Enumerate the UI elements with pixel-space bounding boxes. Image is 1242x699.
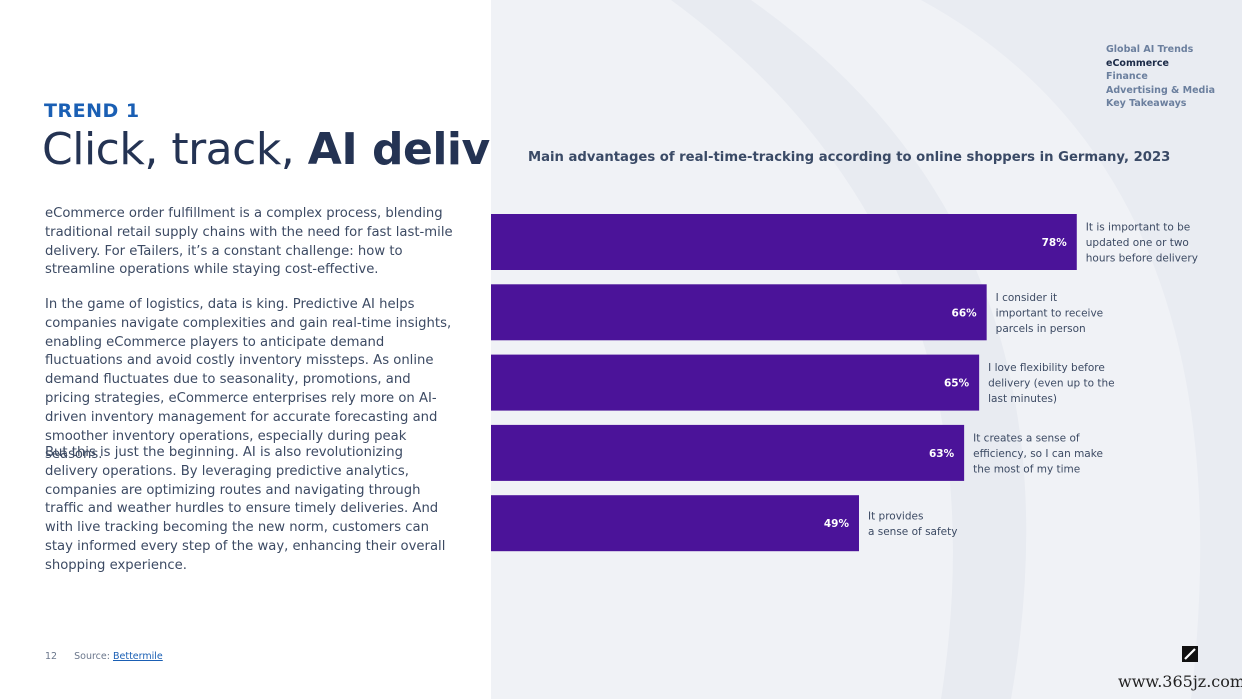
bar-2	[491, 284, 987, 341]
category-label-3: I love flexibility before delivery (even …	[988, 362, 1115, 405]
bar-value-label-1: 78%	[1042, 237, 1068, 249]
bar-5	[491, 495, 859, 552]
category-label-1: It is important to be updated one or two h…	[1086, 222, 1198, 265]
source-link[interactable]: Bettermile	[112, 651, 163, 662]
bar-3	[491, 354, 980, 411]
nav-item-global-ai-trends[interactable]: Global AI Trends	[1106, 44, 1194, 55]
bar-value-label-3: 65%	[944, 378, 970, 390]
page-title: Click, track, AI deliver	[42, 124, 541, 175]
category-label-2: I consider it important to receive parcels…	[996, 292, 1103, 335]
section-nav: Global AI Trends eCommerce Finance Adver…	[1106, 43, 1215, 111]
page-number: 12	[45, 651, 58, 662]
category-label-4: It creates a sense of efficiency, so I ca…	[973, 432, 1103, 475]
footer: 12 Source: Bettermile	[45, 651, 163, 662]
bar-1	[491, 214, 1077, 270]
bar-value-label-4: 63%	[929, 448, 955, 460]
body-paragraph-3: But this is just the beginning. AI is al…	[45, 445, 446, 573]
background-swoosh	[671, 0, 1242, 699]
watermark: www.365jz.com	[1118, 672, 1242, 691]
page-title-light: Click, track,	[42, 124, 308, 175]
nav-item-ecommerce[interactable]: eCommerce	[1106, 57, 1169, 69]
category-label-5: It provides a sense of safety	[868, 510, 957, 538]
bar-4	[491, 424, 965, 481]
chart-panel	[491, 0, 1242, 699]
nav-item-finance[interactable]: Finance	[1106, 71, 1148, 82]
source-prefix: Source:	[74, 651, 113, 662]
bar-value-label-5: 49%	[824, 518, 850, 530]
trend-label: TREND 1	[44, 100, 140, 122]
brand-logo-icon	[1182, 646, 1198, 662]
left-panel: TREND 1 Click, track, AI deliver eCommer…	[0, 0, 541, 699]
bar-chart: 78% It is important to be updated one or t…	[491, 214, 1198, 552]
body-paragraph-2: In the game of logistics, data is king. …	[45, 297, 452, 463]
bar-value-label-2: 66%	[952, 307, 978, 319]
nav-item-key-takeaways[interactable]: Key Takeaways	[1106, 98, 1187, 109]
nav-item-advertising-media[interactable]: Advertising & Media	[1106, 84, 1216, 96]
chart-title: Main advantages of real-time-tracking ac…	[528, 150, 1171, 165]
body-paragraph-1: eCommerce order fulfillment is a complex…	[45, 206, 453, 278]
